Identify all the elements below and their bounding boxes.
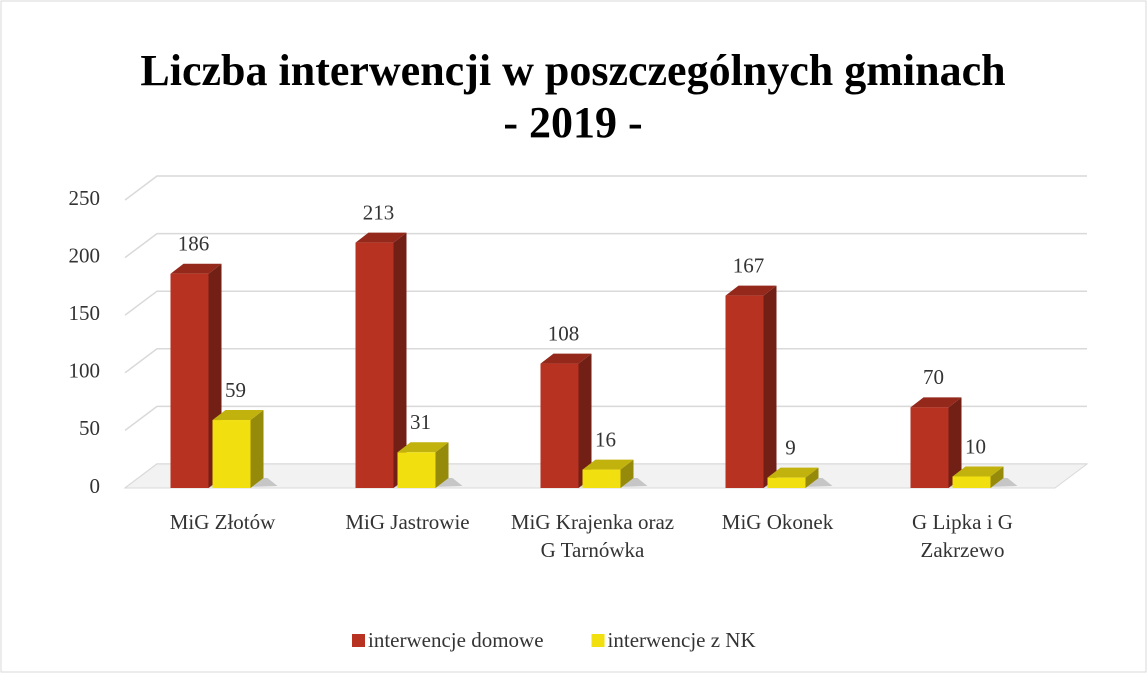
value-label: 16 <box>595 427 616 451</box>
bar-side <box>435 442 449 488</box>
bar-top <box>952 466 1004 477</box>
bar-top <box>910 397 962 408</box>
y-tick-label: 50 <box>79 416 100 440</box>
bar-side <box>578 353 592 488</box>
bar-side <box>620 459 634 488</box>
bar-top <box>397 442 449 453</box>
x-label-box: MiG Złotów <box>169 510 276 534</box>
bar <box>212 420 251 488</box>
value-label: 31 <box>410 410 431 434</box>
y-tick-label: 200 <box>69 243 101 267</box>
legend-label: interwencje domowe <box>368 628 544 652</box>
bar-top <box>540 353 592 364</box>
bar-top <box>355 232 407 243</box>
legend-label: interwencje z NK <box>608 628 756 652</box>
x-tick-label: MiG Krajenka oraz G Tarnówka <box>510 510 675 562</box>
x-label-box: MiG Krajenka oraz G Tarnówka <box>510 510 675 562</box>
bar-side <box>393 232 407 488</box>
legend-swatch <box>352 634 365 647</box>
bar <box>725 295 764 488</box>
x-label-box: MiG Okonek <box>721 510 834 534</box>
y-tick-label: 250 <box>69 186 101 210</box>
bar <box>540 363 579 488</box>
grid-line <box>124 348 1087 374</box>
chart-subtitle: - 2019 - <box>503 98 642 147</box>
value-label: 59 <box>225 378 246 402</box>
bar <box>582 469 621 488</box>
value-label: 186 <box>178 232 210 256</box>
bar-top <box>725 285 777 296</box>
x-tick-label: MiG Jastrowie <box>345 510 470 534</box>
y-tick-label: 100 <box>69 359 101 383</box>
bar-side <box>948 397 962 488</box>
chart-title: Liczba interwencji w poszczególnych gmin… <box>140 46 1005 95</box>
bar <box>910 407 949 488</box>
value-label: 108 <box>548 321 580 345</box>
value-label: 9 <box>785 435 796 459</box>
value-label: 70 <box>923 365 944 389</box>
grid-line <box>124 405 1087 431</box>
grid-line <box>124 175 1087 201</box>
bar-top <box>582 459 634 470</box>
x-label-box: MiG Jastrowie <box>345 510 470 534</box>
value-label: 10 <box>965 434 986 458</box>
bar-top <box>170 263 222 274</box>
bar-side <box>250 410 264 488</box>
bar-side <box>990 466 1004 488</box>
x-label-box: G Lipka i G Zakrzewo <box>912 510 1013 562</box>
x-tick-label: MiG Okonek <box>721 510 834 534</box>
legend-swatch <box>591 634 605 647</box>
x-tick-label: G Lipka i G Zakrzewo <box>912 510 1013 562</box>
bar-top <box>212 410 264 421</box>
value-label: 167 <box>733 253 765 277</box>
bar <box>952 476 991 488</box>
bar <box>355 242 394 488</box>
value-label: 213 <box>363 200 395 224</box>
y-tick-label: 0 <box>90 474 101 498</box>
x-tick-label: MiG Złotów <box>169 510 276 534</box>
bar-top <box>767 467 819 478</box>
bar <box>767 477 806 488</box>
bar <box>170 273 209 488</box>
y-tick-label: 150 <box>69 301 101 325</box>
grid-line <box>124 290 1087 316</box>
bar-side <box>805 467 819 488</box>
bar <box>397 452 436 488</box>
bar-side <box>763 285 777 488</box>
grid-line <box>124 232 1087 259</box>
